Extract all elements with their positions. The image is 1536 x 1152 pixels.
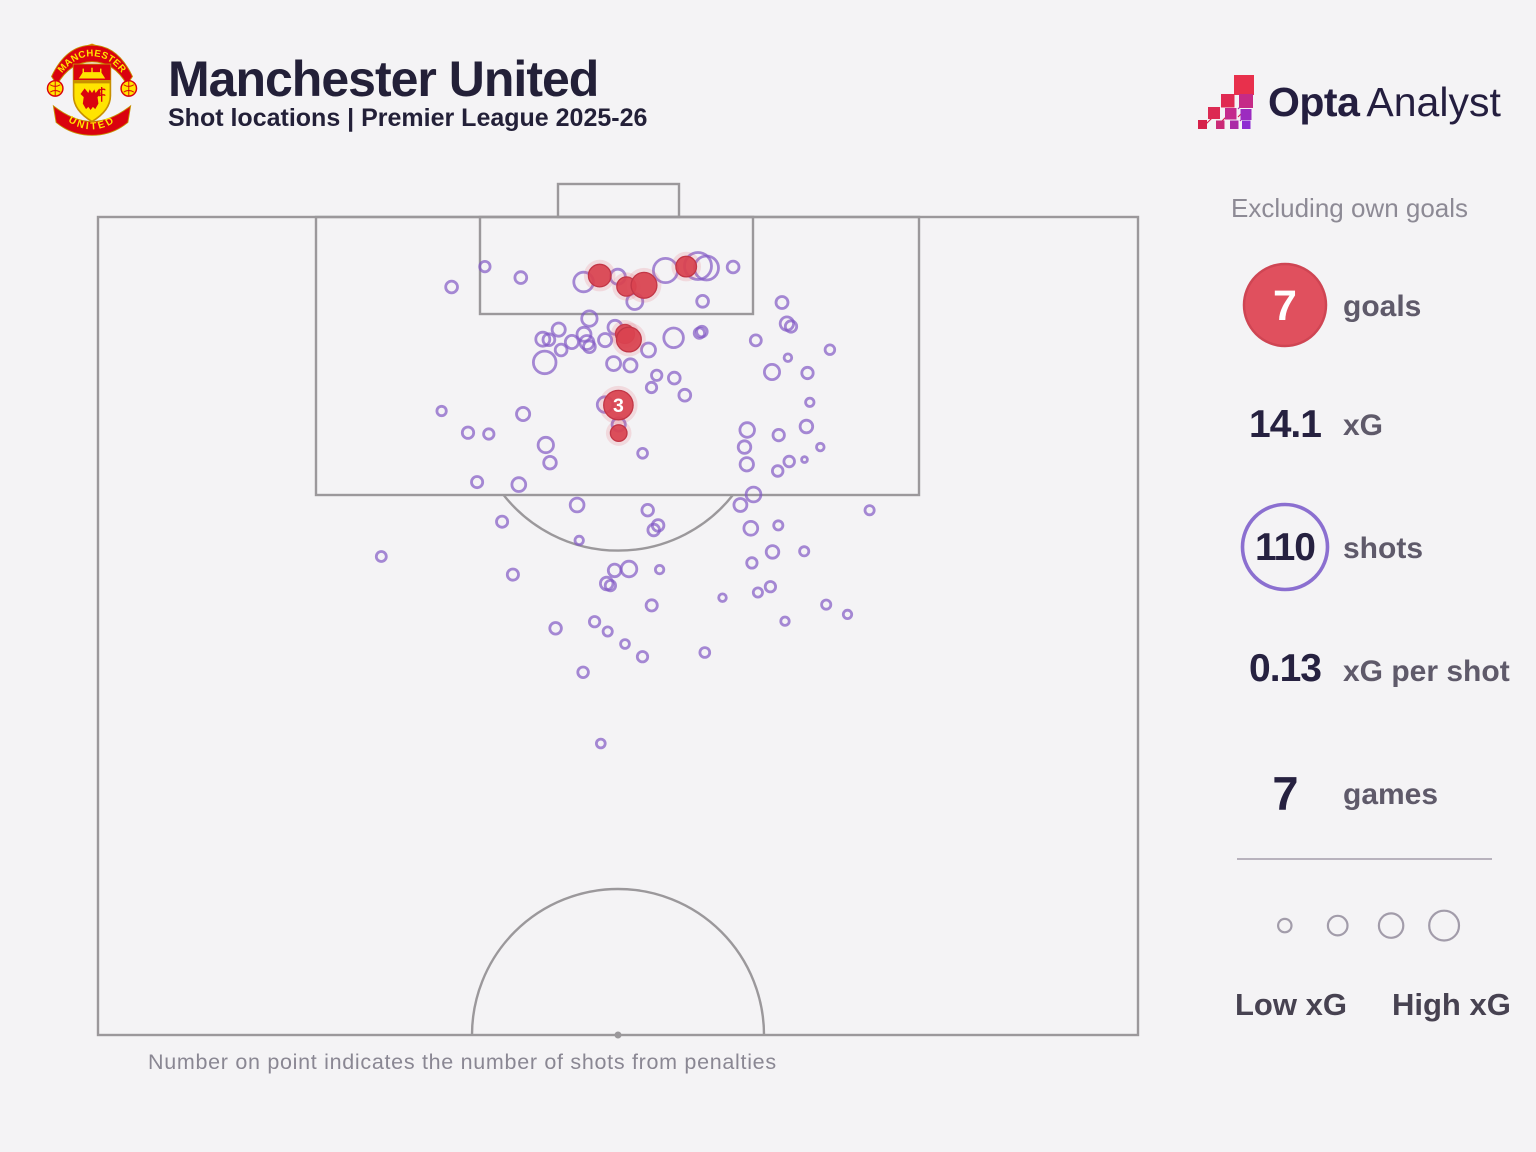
svg-text:3: 3 — [613, 395, 624, 417]
svg-text:7: 7 — [1273, 282, 1297, 330]
